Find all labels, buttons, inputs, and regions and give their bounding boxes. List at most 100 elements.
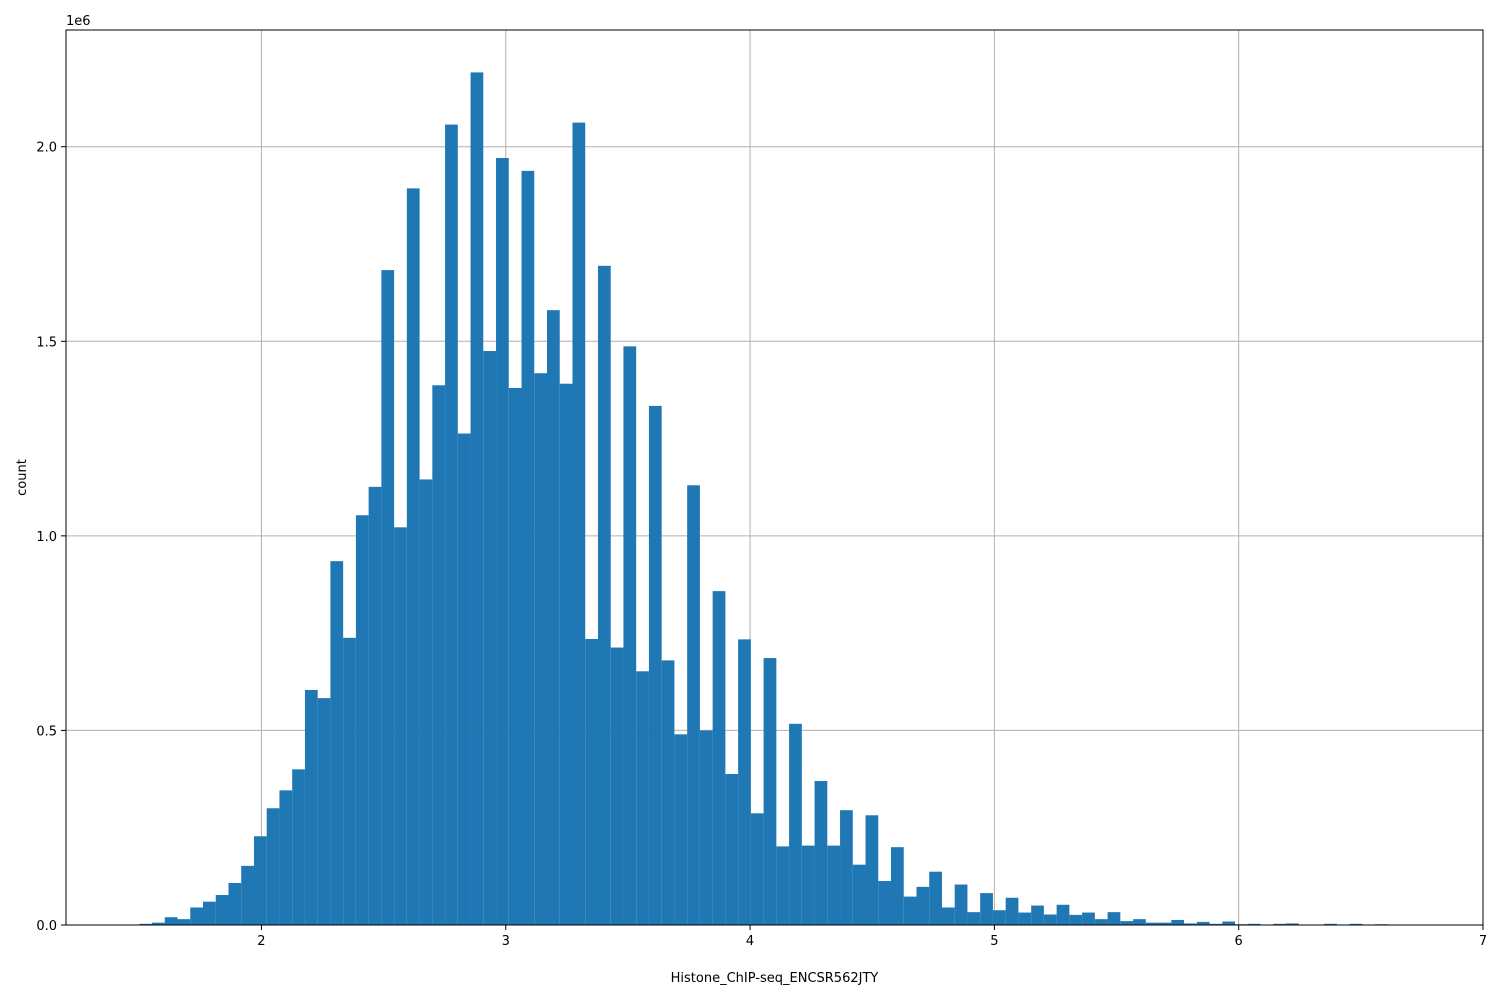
- y-tick-label: 1.0: [36, 530, 57, 545]
- histogram-bar: [432, 385, 446, 925]
- histogram-bar: [840, 810, 853, 925]
- histogram-bar: [712, 591, 726, 925]
- histogram-bar: [941, 907, 955, 925]
- histogram-bar: [878, 881, 891, 925]
- histogram-bar: [215, 895, 229, 925]
- x-axis-label: Histone_ChIP-seq_ENCSR562JTY: [671, 971, 879, 986]
- histogram-bar: [891, 847, 904, 925]
- x-tick-label: 3: [502, 934, 510, 949]
- histogram-bar: [572, 122, 586, 926]
- histogram-bar: [903, 896, 917, 925]
- histogram-bar: [406, 188, 420, 925]
- histogram-bar: [1120, 921, 1134, 925]
- histogram-bar: [1056, 904, 1070, 925]
- histogram-bar: [801, 845, 815, 925]
- histogram-bar: [483, 351, 497, 926]
- histogram-bar: [610, 647, 624, 925]
- y-offset-label: 1e6: [66, 14, 91, 29]
- histogram-bar: [1043, 914, 1057, 925]
- histogram-bar: [304, 689, 318, 925]
- histogram-bar: [750, 813, 764, 925]
- histogram-bar: [725, 774, 739, 925]
- histogram-bar: [827, 845, 841, 925]
- histogram-bar: [496, 158, 509, 925]
- histogram-bar: [508, 388, 522, 925]
- histogram-bar: [190, 907, 203, 925]
- histogram-bar: [1273, 923, 1286, 925]
- histogram-bar: [1031, 905, 1044, 925]
- histogram-bars: [139, 72, 1414, 926]
- histogram-bar: [687, 485, 700, 925]
- histogram-bar: [865, 815, 879, 925]
- y-tick-label: 0.0: [36, 919, 57, 934]
- x-tick-label: 6: [1235, 934, 1243, 949]
- histogram-bar: [279, 790, 293, 925]
- histogram-bar: [916, 886, 930, 925]
- histogram-bar: [1324, 923, 1337, 925]
- histogram-bar: [585, 638, 598, 925]
- histogram-bar: [559, 383, 573, 925]
- histogram-bar: [954, 884, 968, 925]
- histogram-bar: [152, 922, 165, 925]
- histogram-bar: [967, 912, 981, 925]
- histogram-bar: [674, 734, 688, 925]
- x-tick-label: 7: [1479, 934, 1487, 949]
- x-tick-label: 4: [746, 934, 754, 949]
- histogram-bar: [419, 479, 433, 925]
- histogram-bar: [266, 808, 280, 925]
- axis-ticks: 2 3 4 5 6 7 0.0 0.5 1.0 1.5 2.0: [36, 141, 1487, 949]
- histogram-bar: [661, 660, 675, 925]
- histogram-bar: [445, 124, 458, 925]
- histogram-bar: [814, 781, 828, 925]
- histogram-bar: [139, 923, 153, 925]
- histogram-bar: [394, 527, 407, 925]
- histogram-bar: [789, 723, 802, 925]
- histogram-bar: [776, 846, 790, 925]
- histogram-bar: [1209, 923, 1223, 925]
- histogram-bar: [1184, 923, 1197, 925]
- histogram-bar: [1171, 919, 1185, 925]
- histogram-bar: [343, 637, 356, 925]
- histogram-bar: [763, 658, 777, 925]
- histogram-bar: [241, 865, 254, 925]
- histogram-bar: [648, 405, 662, 925]
- histogram-bar: [330, 561, 344, 925]
- histogram-bar: [992, 910, 1006, 925]
- histogram-bar: [292, 769, 305, 925]
- histogram-bar: [597, 265, 611, 925]
- histogram-bar: [1349, 923, 1363, 925]
- y-tick-label: 1.5: [36, 335, 57, 350]
- histogram-bar: [1069, 914, 1083, 925]
- histogram-bar: [929, 871, 942, 925]
- histogram-bar: [368, 486, 382, 925]
- histogram-bar: [980, 893, 993, 925]
- histogram-bar: [699, 730, 713, 925]
- histogram-bar: [381, 270, 395, 925]
- histogram-bar: [1107, 912, 1121, 925]
- histogram-bar: [521, 170, 535, 925]
- histogram-bar: [534, 373, 548, 926]
- y-axis-label: count: [15, 459, 30, 496]
- histogram-bar: [253, 836, 267, 925]
- histogram-bar: [1145, 922, 1159, 925]
- y-tick-label: 2.0: [36, 141, 57, 156]
- histogram-bar: [1222, 921, 1236, 925]
- histogram-bar: [738, 639, 751, 925]
- histogram-bar: [1005, 897, 1019, 925]
- histogram-bar: [1133, 919, 1146, 925]
- histogram-bar: [623, 346, 637, 925]
- histogram-bar: [636, 671, 649, 925]
- histogram-bar: [1094, 919, 1108, 925]
- histogram-bar: [457, 433, 471, 925]
- histogram-bar: [1082, 912, 1095, 925]
- histogram-bar: [1196, 921, 1210, 925]
- histogram-bar: [852, 864, 866, 925]
- histogram-bar: [1247, 923, 1261, 925]
- histogram-bar: [546, 310, 560, 925]
- histogram-bar: [1018, 912, 1032, 925]
- histogram-bar: [228, 882, 242, 925]
- histogram-bar: [1285, 923, 1299, 925]
- y-tick-label: 0.5: [36, 724, 57, 739]
- histogram-bar: [164, 917, 178, 925]
